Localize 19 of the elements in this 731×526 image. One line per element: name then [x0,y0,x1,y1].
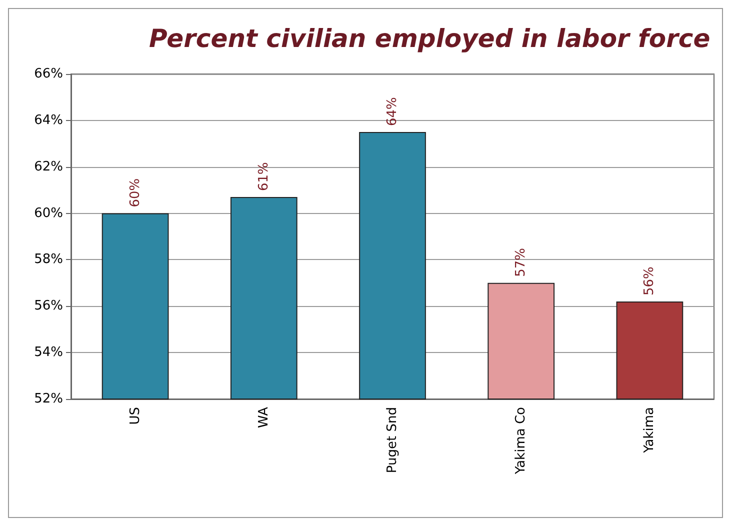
y-tick-label: 62% [34,159,63,174]
y-tick-label: 56% [34,298,63,314]
x-tick-label: US [128,407,143,425]
data-label: 61% [256,162,272,192]
x-tick-label: Puget Snd [385,407,400,474]
data-label: 57% [514,248,529,277]
y-tick-label: 66% [34,66,63,82]
x-tick-label: WA [256,406,272,428]
data-label: 64% [385,97,400,126]
y-tick-label: 52% [34,392,63,406]
y-tick-label: 54% [34,345,63,360]
y-tick-label: 58% [34,252,63,268]
data-label: 56% [642,266,658,296]
x-tick-label: Yakima Co [514,406,529,476]
data-label: 60% [128,178,143,208]
y-tick-label: 60% [34,206,63,221]
y-tick-label: 64% [34,112,63,128]
chart-title: Percent civilian employed in labor force [149,24,710,53]
x-tick-label: Yakima [642,407,658,454]
